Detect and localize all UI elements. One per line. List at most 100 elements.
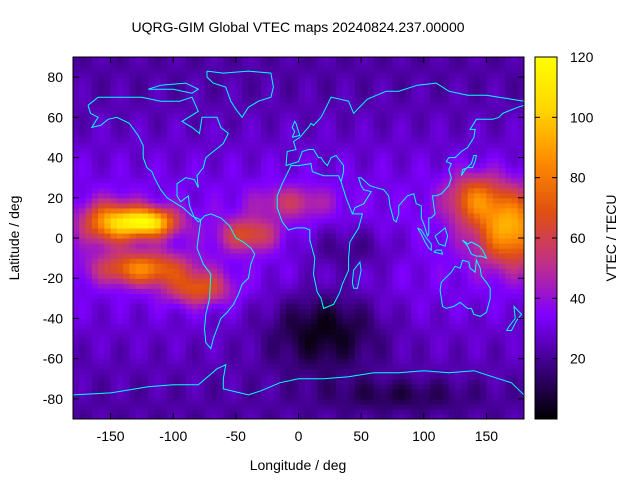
heatmap-cell — [116, 243, 124, 249]
heatmap-cell — [323, 212, 331, 219]
heatmap-cell — [141, 313, 149, 320]
heatmap-cell — [367, 238, 375, 244]
heatmap-cell — [204, 388, 212, 395]
heatmap-cell — [442, 122, 450, 128]
heatmap-cell — [461, 112, 469, 118]
heatmap-cell — [348, 353, 356, 360]
heatmap-cell — [210, 177, 218, 184]
heatmap-cell — [217, 393, 224, 400]
heatmap-cell — [254, 303, 262, 309]
heatmap-cell — [448, 343, 456, 350]
heatmap-cell — [361, 202, 368, 209]
heatmap-cell — [354, 393, 362, 400]
heatmap-cell — [235, 192, 243, 199]
heatmap-cell — [505, 383, 513, 390]
heatmap-cell — [148, 227, 156, 234]
heatmap-cell — [480, 87, 488, 93]
heatmap-cell — [473, 298, 481, 304]
heatmap-cell — [505, 162, 513, 169]
heatmap-cell — [173, 82, 181, 88]
heatmap-cell — [336, 227, 343, 234]
heatmap-cell — [135, 102, 143, 108]
heatmap-cell — [436, 413, 444, 419]
heatmap-cell — [304, 333, 312, 340]
heatmap-cell — [173, 408, 181, 415]
heatmap-cell — [361, 107, 368, 113]
heatmap-cell — [98, 137, 105, 144]
heatmap-cell — [173, 298, 181, 304]
heatmap-cell — [79, 328, 87, 335]
heatmap-cell — [160, 298, 168, 304]
heatmap-cell — [448, 328, 456, 335]
heatmap-cell — [367, 122, 375, 128]
heatmap-cell — [135, 217, 143, 224]
heatmap-cell — [267, 177, 275, 184]
heatmap-cell — [436, 258, 444, 264]
heatmap-cell — [354, 248, 362, 254]
heatmap-cell — [436, 283, 444, 289]
heatmap-cell — [217, 353, 224, 360]
heatmap-cell — [404, 308, 412, 315]
heatmap-cell — [505, 248, 513, 254]
heatmap-cell — [260, 403, 268, 410]
heatmap-cell — [455, 373, 462, 380]
heatmap-cell — [317, 157, 325, 164]
heatmap-cell — [455, 288, 462, 294]
heatmap-cell — [292, 97, 300, 103]
heatmap-cell — [91, 157, 99, 164]
heatmap-cell — [185, 227, 193, 234]
heatmap-cell — [505, 358, 513, 365]
heatmap-cell — [79, 373, 87, 380]
heatmap-cell — [260, 308, 268, 315]
heatmap-cell — [417, 293, 425, 299]
heatmap-cell — [260, 298, 268, 304]
heatmap-cell — [73, 338, 80, 345]
heatmap-cell — [273, 72, 281, 78]
heatmap-cell — [436, 263, 444, 269]
heatmap-cell — [486, 338, 494, 345]
heatmap-cell — [229, 313, 237, 320]
heatmap-cell — [342, 157, 350, 164]
heatmap-cell — [185, 238, 193, 244]
heatmap-cell — [311, 248, 318, 254]
heatmap-cell — [423, 308, 431, 315]
heatmap-cell — [254, 112, 262, 118]
heatmap-cell — [480, 132, 488, 139]
heatmap-cell — [73, 313, 80, 320]
heatmap-cell — [104, 363, 112, 370]
heatmap-cell — [229, 258, 237, 264]
heatmap-cell — [304, 132, 312, 139]
heatmap-cell — [160, 227, 168, 234]
heatmap-cell — [329, 97, 337, 103]
heatmap-cell — [417, 253, 425, 259]
heatmap-cell — [160, 122, 168, 128]
heatmap-cell — [135, 288, 143, 294]
heatmap-cell — [486, 177, 494, 184]
heatmap-cell — [148, 212, 156, 219]
heatmap-cell — [85, 152, 93, 159]
heatmap-cell — [160, 273, 168, 279]
heatmap-cell — [317, 192, 325, 199]
heatmap-cell — [79, 263, 87, 269]
heatmap-cell — [480, 97, 488, 103]
heatmap-cell — [73, 67, 80, 73]
heatmap-cell — [110, 187, 118, 194]
heatmap-cell — [110, 353, 118, 360]
heatmap-cell — [354, 258, 362, 264]
heatmap-cell — [242, 67, 249, 73]
heatmap-cell — [254, 72, 262, 78]
heatmap-cell — [79, 112, 87, 118]
heatmap-cell — [154, 82, 162, 88]
heatmap-cell — [473, 398, 481, 405]
heatmap-cell — [248, 373, 256, 380]
heatmap-cell — [91, 92, 99, 98]
heatmap-cell — [348, 227, 356, 234]
heatmap-cell — [292, 187, 300, 194]
heatmap-cell — [323, 77, 331, 83]
heatmap-cell — [298, 343, 306, 350]
heatmap-cell — [116, 308, 124, 315]
heatmap-cell — [110, 112, 118, 118]
heatmap-cell — [198, 273, 206, 279]
heatmap-cell — [392, 253, 400, 259]
heatmap-cell — [229, 187, 237, 194]
